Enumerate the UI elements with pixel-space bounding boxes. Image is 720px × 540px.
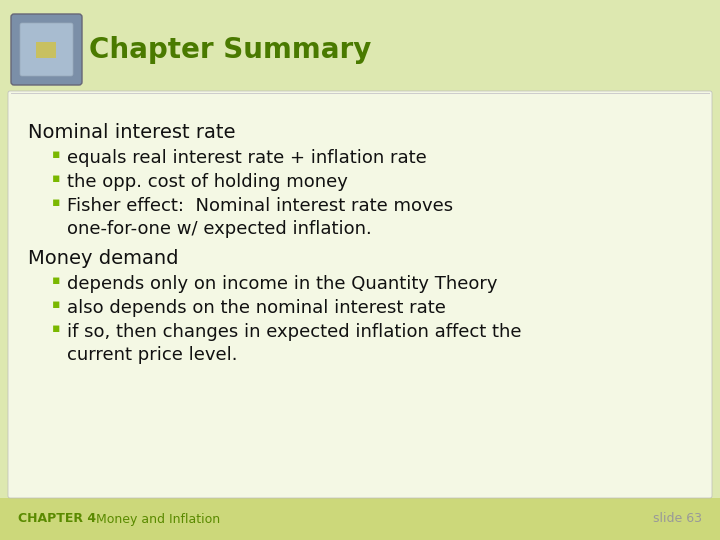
Text: Nominal interest rate: Nominal interest rate xyxy=(28,123,235,142)
FancyBboxPatch shape xyxy=(20,23,73,76)
Text: ▪: ▪ xyxy=(52,322,60,335)
Text: the opp. cost of holding money: the opp. cost of holding money xyxy=(67,173,348,191)
Text: CHAPTER 4: CHAPTER 4 xyxy=(18,512,96,525)
Text: ▪: ▪ xyxy=(52,274,60,287)
Text: Fisher effect:  Nominal interest rate moves
one-for-one w/ expected inflation.: Fisher effect: Nominal interest rate mov… xyxy=(67,197,453,238)
Bar xyxy=(36,42,56,58)
Text: equals real interest rate + inflation rate: equals real interest rate + inflation ra… xyxy=(67,149,427,167)
Text: depends only on income in the Quantity Theory: depends only on income in the Quantity T… xyxy=(67,275,498,293)
Text: also depends on the nominal interest rate: also depends on the nominal interest rat… xyxy=(67,299,446,317)
Text: ▪: ▪ xyxy=(52,196,60,209)
FancyBboxPatch shape xyxy=(8,91,712,498)
FancyBboxPatch shape xyxy=(11,14,82,85)
Text: ▪: ▪ xyxy=(52,148,60,161)
Text: Money demand: Money demand xyxy=(28,249,179,268)
Text: ▪: ▪ xyxy=(52,298,60,311)
Bar xyxy=(0,498,720,540)
Text: ▪: ▪ xyxy=(52,172,60,185)
Text: if so, then changes in expected inflation affect the
current price level.: if so, then changes in expected inflatio… xyxy=(67,323,521,364)
Text: Money and Inflation: Money and Inflation xyxy=(88,512,220,525)
Text: slide 63: slide 63 xyxy=(653,512,702,525)
Text: Chapter Summary: Chapter Summary xyxy=(89,36,372,64)
